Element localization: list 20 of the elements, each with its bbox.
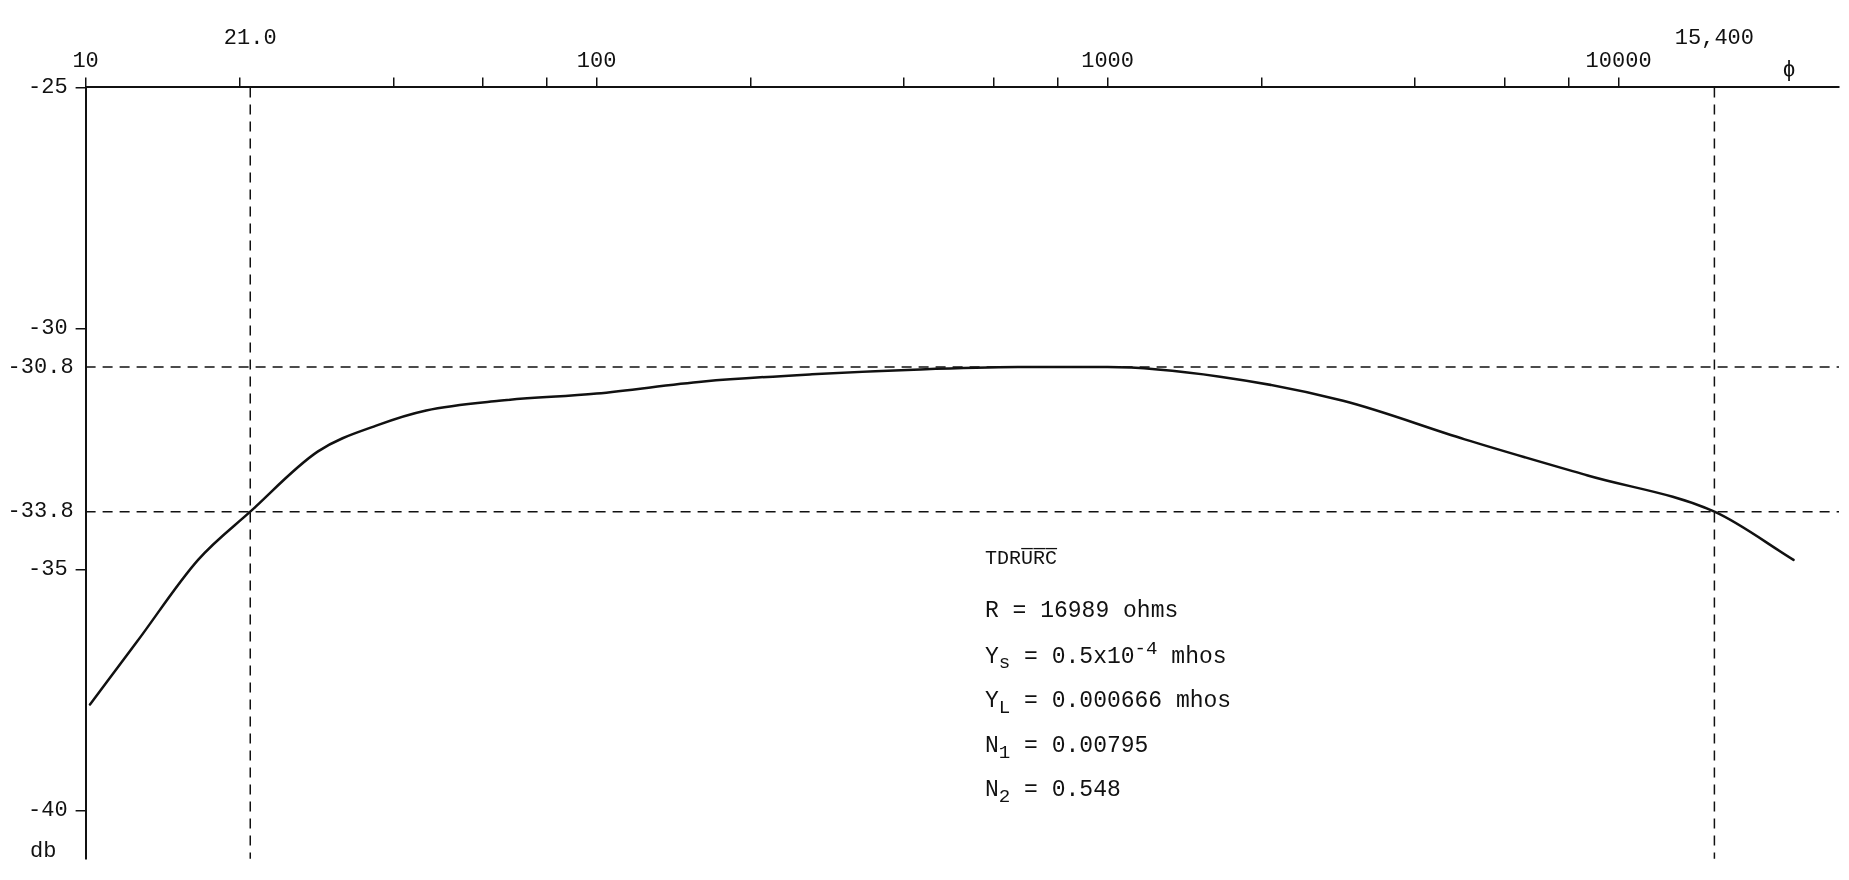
- y-tick-label: -25: [28, 75, 68, 101]
- annotation: R = 16989 ohms: [985, 597, 1180, 626]
- y-tick-label: -40: [28, 798, 68, 824]
- y-tick-label: -30: [28, 316, 68, 342]
- y-axis-title: db: [30, 838, 57, 864]
- annotation: Y$_{L}$ = 0.000666 mhos: [985, 687, 1232, 721]
- x-tick-label: 10: [72, 49, 99, 75]
- x-tick-label: 100: [576, 49, 617, 75]
- ref-line-label: -30.8: [7, 354, 74, 380]
- x-axis-title: ϕ: [1782, 58, 1796, 84]
- ref-line-label: 15,400: [1674, 26, 1755, 52]
- x-tick-label: 1000: [1081, 49, 1134, 75]
- annotation: Y$_{s}$ = 0.5x10$^{-4}$ mhos: [985, 637, 1228, 677]
- ref-line-label: 21.0: [223, 26, 277, 52]
- y-tick-label: -35: [28, 557, 68, 583]
- annotation: N$_{1}$ = 0.00795: [985, 731, 1150, 766]
- annotation: N$_{2}$ = 0.548: [985, 776, 1122, 811]
- x-tick-label: 10000: [1585, 49, 1652, 75]
- ref-line-label: -33.8: [7, 499, 74, 525]
- annotation: TDRU̅R̅C̅: [985, 546, 1058, 572]
